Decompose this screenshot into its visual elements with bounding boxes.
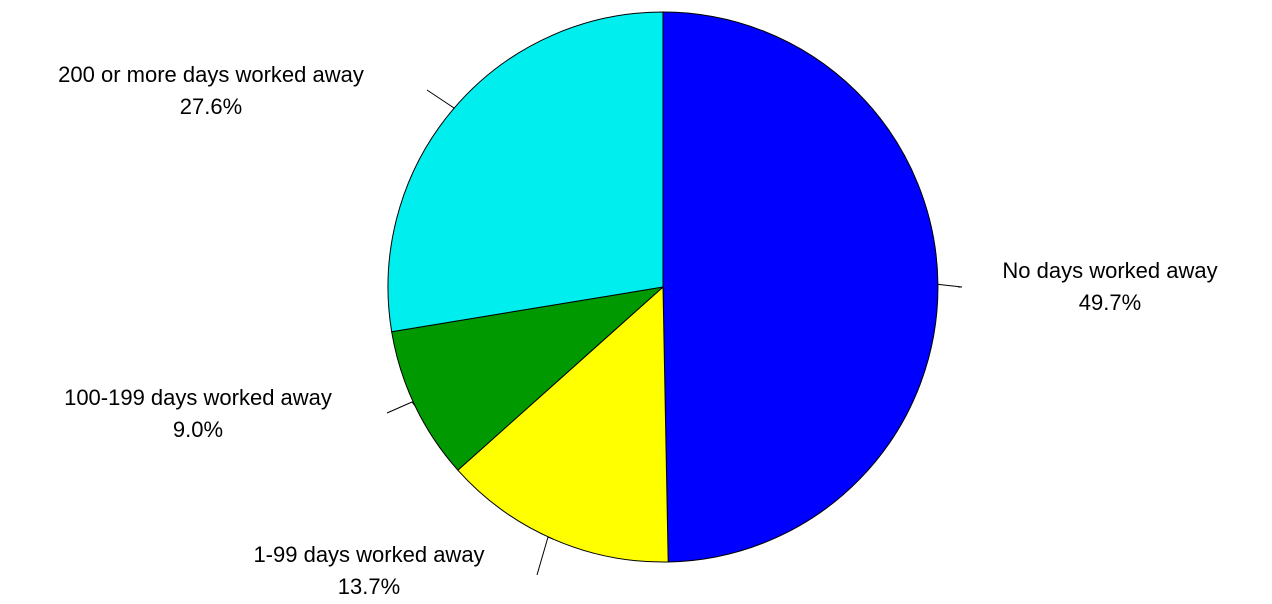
slice-label-100-199-days: 100-199 days worked away [64,385,332,410]
slice-label-1-99-days: 1-99 days worked away [253,542,484,567]
slice-value-no-days: 49.7% [1079,290,1141,315]
slice-no-days [662,11,939,563]
leader-lines [386,89,963,576]
slice-label-no-days: No days worked away [1002,258,1217,283]
slice-1-99-days [457,285,669,563]
slice-200-plus-days [387,11,664,333]
leader-line-slice-no-days [937,283,963,288]
leader-line-slice-200-plus-days [426,89,455,110]
slice-value-200-plus-days: 27.6% [180,94,242,119]
slice-label-200-plus-days: 200 or more days worked away [58,62,364,87]
leader-line-slice-1-99-days [536,536,554,576]
pie-slices [387,11,939,563]
slice-value-1-99-days: 13.7% [338,574,400,599]
slice-value-100-199-days: 9.0% [173,417,223,442]
leader-line-slice-100-199-days [386,401,416,414]
